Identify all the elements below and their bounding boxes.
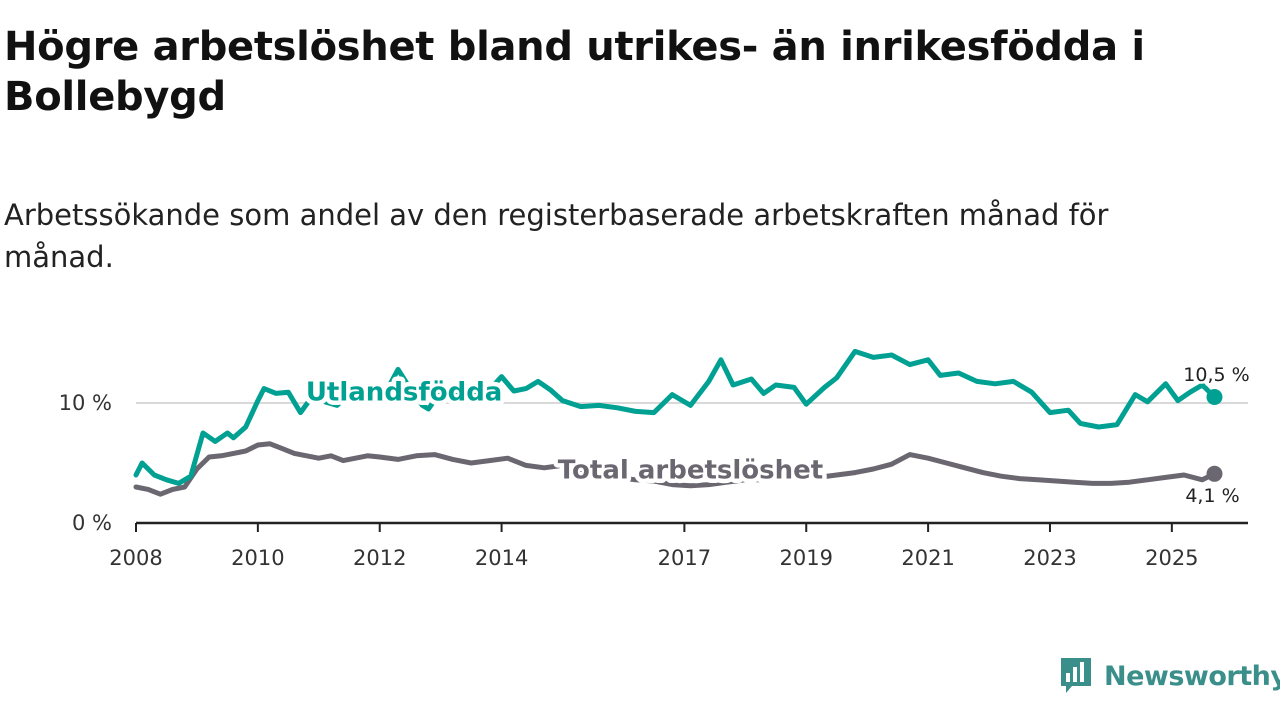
series-line-utlandsfodda: [133, 348, 1217, 486]
x-tick-label: 2014: [475, 546, 528, 570]
series-end-point: [1206, 389, 1223, 405]
brand-name: Newsworthy: [1104, 660, 1280, 692]
x-tick-label: 2021: [901, 546, 954, 570]
x-tick-label: 2012: [353, 546, 406, 570]
label-layer: Utlandsfödda Total arbetslöshet 10,5 % 4,1 …: [301, 362, 1252, 510]
x-tick-label: 2010: [231, 546, 284, 570]
y-tick-label: 0 %: [72, 511, 112, 535]
series-name-label: Total arbetslöshet: [558, 456, 823, 486]
line-layer: [133, 348, 1223, 497]
y-tick-label: 10 %: [59, 391, 112, 415]
x-tick-label: 2019: [780, 546, 833, 570]
chart-subtitle: Arbetssökande som andel av den registerb…: [4, 198, 1109, 274]
series-line-total: [133, 441, 1217, 497]
x-tick-label: 2017: [658, 546, 711, 570]
end-value-label: 10,5 %: [1183, 364, 1249, 386]
chart-title: Högre arbetslöshet bland utrikes- än inr…: [4, 24, 1145, 120]
newsworthy-logo: Newsworthy: [1058, 656, 1280, 696]
x-tick-label: 2025: [1145, 546, 1198, 570]
series-end-point: [1206, 465, 1223, 482]
axis-layer: 0 % 10 % 2008 2010 2012 2014 2017 2019 2021 2023 2…: [59, 391, 1248, 570]
x-tick-label: 2008: [109, 546, 162, 570]
bar-chart-bubble-icon: [1061, 658, 1091, 693]
x-tick-label: 2023: [1023, 546, 1076, 570]
series-name-label: Utlandsfödda: [306, 378, 503, 408]
end-value-label: 4,1 %: [1185, 485, 1239, 507]
